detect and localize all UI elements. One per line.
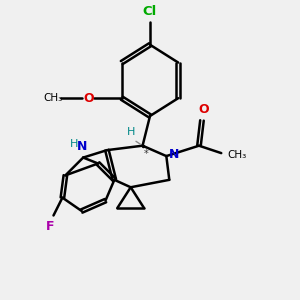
Text: H: H	[70, 139, 79, 149]
Text: *: *	[144, 149, 149, 159]
Text: F: F	[46, 220, 55, 233]
Text: O: O	[84, 92, 94, 105]
Text: CH₃: CH₃	[44, 93, 63, 103]
Text: H: H	[127, 127, 135, 137]
Text: N: N	[76, 140, 87, 153]
Text: N: N	[169, 148, 180, 161]
Text: CH₃: CH₃	[227, 150, 247, 160]
Text: O: O	[198, 103, 209, 116]
Text: Cl: Cl	[143, 5, 157, 18]
